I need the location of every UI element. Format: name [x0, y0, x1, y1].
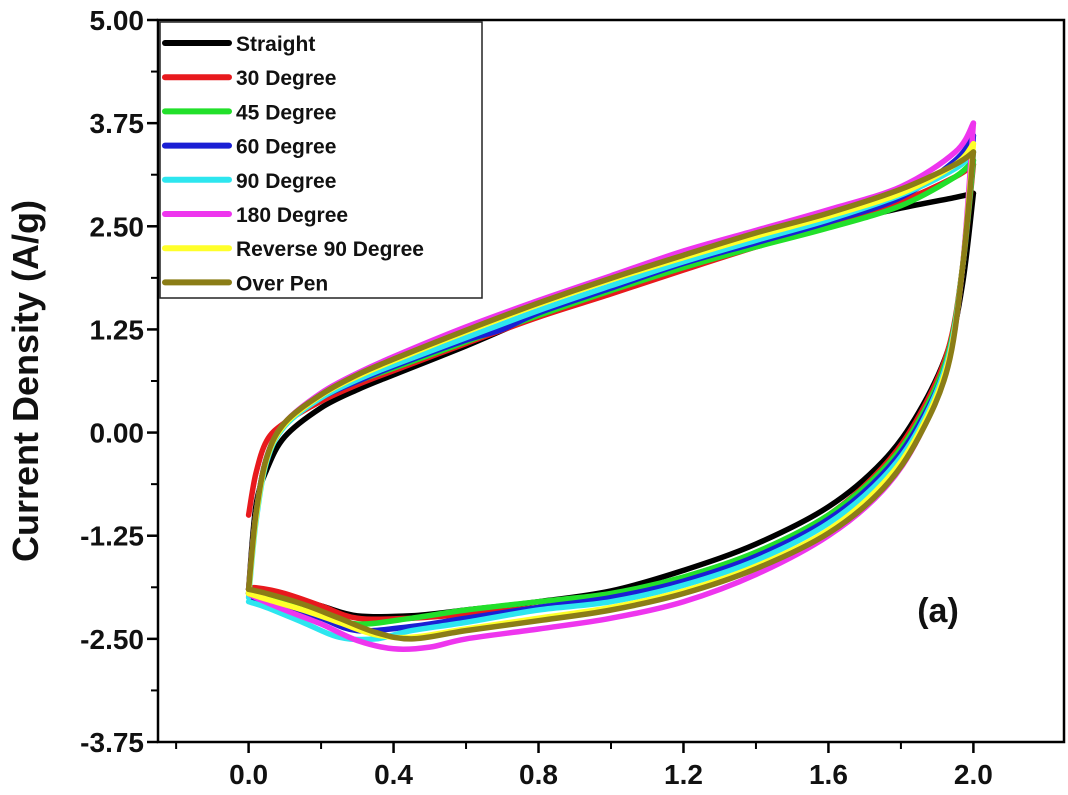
ticks-layer	[147, 18, 975, 753]
x-tick-label: 0.0	[229, 759, 268, 790]
series-layer	[245, 120, 977, 652]
legend-label-90-degree: 90 Degree	[236, 170, 336, 193]
legend-label-over-pen: Over Pen	[236, 272, 328, 295]
legend-label-45-degree: 45 Degree	[236, 101, 336, 124]
x-tick-label: 0.4	[374, 759, 413, 790]
legend-label-30-degree: 30 Degree	[236, 67, 336, 90]
panel-label: (a)	[917, 592, 959, 630]
series-over-pen-anodic-line	[245, 149, 977, 593]
y-tick-label: 3.75	[90, 108, 145, 139]
y-tick-label: 2.50	[90, 211, 145, 242]
plot-area	[245, 120, 977, 652]
legend-label-reverse-90-degree: Reverse 90 Degree	[236, 238, 424, 261]
x-tick-label: 2.0	[954, 759, 993, 790]
series-over-pen-cathodic-line	[245, 149, 977, 642]
x-tick-label: 1.2	[664, 759, 703, 790]
series-over-pen	[245, 149, 977, 642]
legend-label-180-degree: 180 Degree	[236, 204, 348, 227]
legend-label-straight: Straight	[236, 33, 315, 56]
y-tick-label: 5.00	[90, 5, 145, 36]
x-tick-label: 1.6	[809, 759, 848, 790]
legend-items: Straight 30 Degree 45 Degree 60 Degree 90 De…	[162, 33, 424, 295]
y-tick-label: 1.25	[90, 314, 145, 345]
y-tick-label: -1.25	[80, 521, 144, 552]
legend: Straight 30 Degree 45 Degree 60 Degree 90 De…	[159, 21, 483, 299]
y-tick-label: 0.00	[90, 418, 145, 449]
y-tick-label: -2.50	[80, 624, 144, 655]
legend-label-60-degree: 60 Degree	[236, 136, 336, 159]
tick-labels-layer: 0.0 0.4 0.8 1.2 1.6 2.0 5.00 3.75 2.50 1.25 0.00 -1…	[80, 5, 993, 790]
y-axis-title: Current Density (A/g)	[5, 200, 46, 562]
y-tick-label: -3.75	[80, 727, 144, 758]
x-tick-label: 0.8	[519, 759, 558, 790]
legend-box	[159, 21, 483, 299]
